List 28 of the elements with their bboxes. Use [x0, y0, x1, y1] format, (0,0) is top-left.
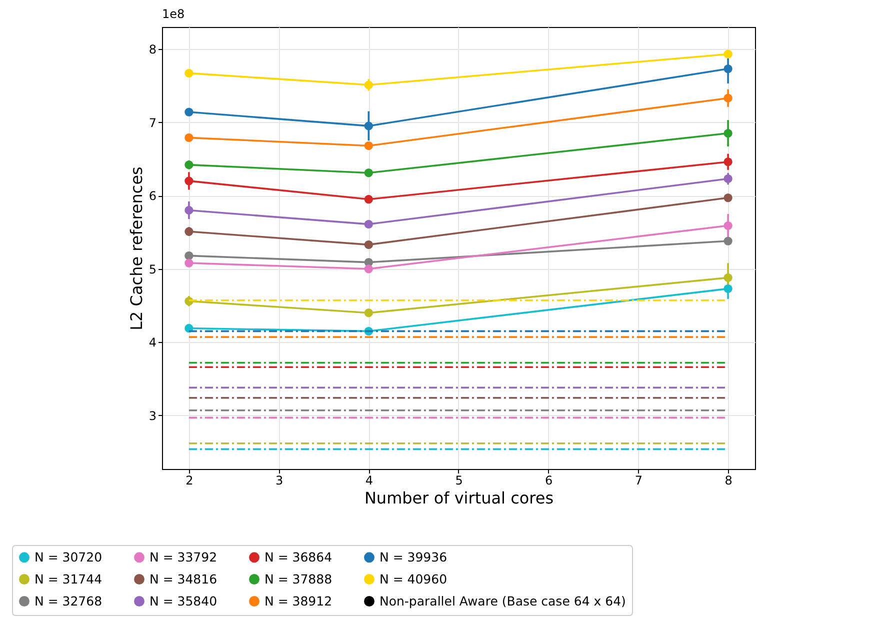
- y-tick-label: 7: [148, 116, 156, 130]
- legend-label: N = 31744: [34, 571, 102, 586]
- x-tick-label: 5: [455, 474, 463, 488]
- y-tick-label: 3: [148, 408, 156, 423]
- legend-label: N = 40960: [380, 571, 448, 586]
- x-tick-label: 2: [186, 474, 194, 488]
- legend-label: Non-parallel Aware (Base case 64 x 64): [380, 593, 626, 608]
- legend-label: N = 36864: [264, 549, 332, 564]
- x-tick-label: 7: [634, 474, 643, 488]
- x-tick-label: 8: [724, 474, 732, 488]
- text: 1e8: [162, 7, 185, 21]
- legend-label: N = 32768: [34, 593, 102, 608]
- legend-label: N = 37888: [264, 571, 332, 586]
- x-tick-label: 4: [365, 474, 373, 488]
- y-tick-label: 4: [148, 336, 156, 350]
- legend-label: N = 35840: [150, 593, 218, 608]
- x-tick-label: 3: [275, 474, 284, 488]
- legend-label: N = 30720: [34, 549, 102, 564]
- y-tick-label: 6: [148, 189, 156, 204]
- legend-label: N = 39936: [380, 549, 448, 564]
- y-tick-label: 5: [148, 262, 156, 276]
- x-axis-title: Number of virtual cores: [364, 488, 554, 508]
- x-tick-label: 6: [545, 474, 553, 488]
- legend-label: N = 34816: [150, 571, 218, 586]
- y-axis-title: L2 Cache references: [126, 166, 146, 330]
- legend-label: N = 33792: [150, 549, 218, 564]
- legend-label: N = 38912: [264, 593, 332, 608]
- y-tick-label: 8: [148, 42, 156, 56]
